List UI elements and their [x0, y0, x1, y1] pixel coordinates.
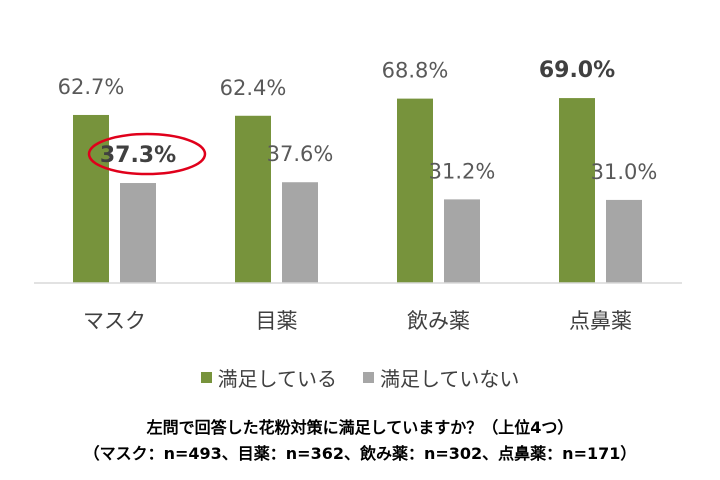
bar-not-satisfied-2	[282, 182, 318, 283]
category-label-4: 点鼻薬	[569, 309, 632, 333]
legend-swatch-satisfied	[200, 372, 212, 383]
bar-not-satisfied-1	[120, 183, 156, 283]
category-label-2: 目薬	[256, 309, 298, 333]
data-label-satisfied-4: 69.0%	[539, 58, 615, 83]
bar-not-satisfied-4	[606, 199, 642, 283]
data-label-satisfied-3: 68.8%	[382, 59, 449, 83]
legend-label-satisfied: 満足している	[217, 367, 337, 391]
data-label-not-satisfied-1: 37.3%	[100, 143, 176, 168]
legend: 満足している 満足していない	[0, 363, 720, 392]
category-label-3: 飲み薬	[407, 309, 470, 333]
bar-satisfied-4	[559, 98, 595, 283]
bar-satisfied-1	[73, 114, 109, 284]
bar-chart: 62.7% 37.3% マスク 62.4% 37.6% 目薬 68.8% 31.2% 飲み薬 69…	[34, 58, 682, 333]
legend-item-satisfied: 満足している	[200, 363, 337, 392]
category-label-1: マスク	[83, 309, 146, 333]
data-label-satisfied-1: 62.7%	[58, 75, 125, 99]
bar-satisfied-3	[397, 98, 433, 283]
legend-item-not-satisfied: 満足していない	[363, 363, 519, 392]
data-label-satisfied-2: 62.4%	[220, 76, 287, 100]
data-label-not-satisfied-2: 37.6%	[267, 142, 334, 166]
highlight-circle	[87, 132, 207, 176]
legend-swatch-not-satisfied	[363, 372, 374, 383]
bar-satisfied-2	[235, 115, 271, 283]
data-label-not-satisfied-4: 31.0%	[591, 160, 658, 184]
chart-question-caption: 左問で回答した花粉対策に満足していますか？（上位4つ）	[146, 418, 574, 437]
legend-label-not-satisfied: 満足していない	[380, 367, 520, 391]
chart-sample-size-caption: （マスク：n=493、目薬：n=362、飲み薬：n=302、点鼻薬：n=171）	[83, 444, 637, 463]
data-label-not-satisfied-3: 31.2%	[429, 159, 496, 183]
bar-not-satisfied-3	[444, 199, 480, 283]
